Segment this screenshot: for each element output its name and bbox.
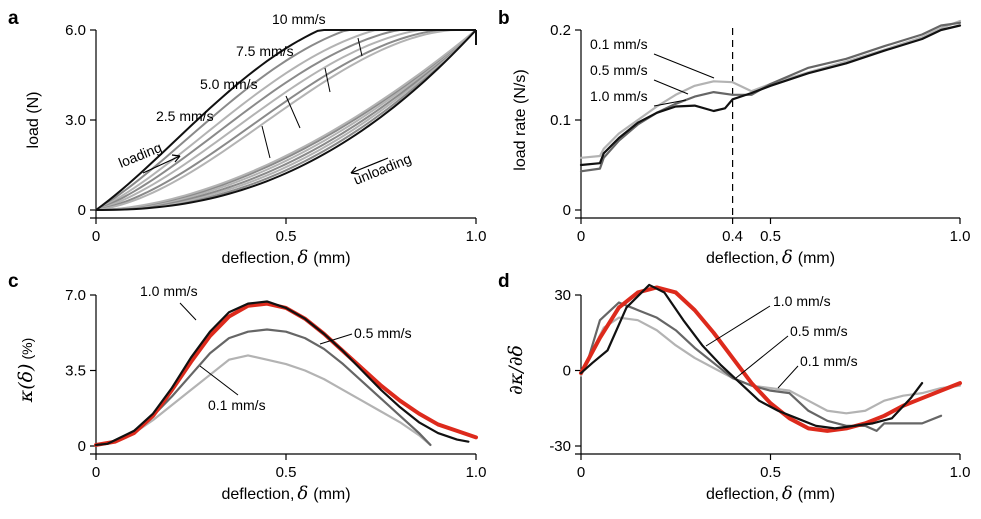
x-tick-label: 0.5: [760, 228, 781, 245]
annotation-leader: [285, 95, 301, 129]
axes-d: 0 0.5 1.0 -30 0 30 deflection, δ (mm) ∂κ/∂δ d: [498, 271, 970, 504]
y-tick-label: 0: [563, 202, 571, 219]
annotation-speed: 7.5 mm/s: [236, 43, 294, 59]
annotation-leader: [199, 365, 239, 396]
series-line-d-0-1-mm-s: [579, 316, 962, 415]
y-tick-label: 3.5: [65, 363, 86, 380]
y-tick-label: 0: [563, 363, 571, 380]
annotation-speed: 2.5 mm/s: [156, 108, 214, 124]
unloading-arrow-icon: [350, 157, 389, 174]
loading-curve-10mm: [95, 29, 476, 211]
panel-letter: c: [8, 271, 19, 292]
unloading-curve: [95, 29, 477, 211]
x-tick-label: 1.0: [466, 464, 487, 481]
x-axis-label: deflection, δ (mm): [221, 483, 350, 504]
annotation-speed: 10 mm/s: [272, 11, 326, 27]
annotation-leader: [261, 125, 271, 159]
annotation-speed: 0.1 mm/s: [208, 397, 266, 413]
y-tick-label: 0.2: [550, 22, 571, 39]
y-tick-label: 30: [554, 287, 571, 304]
x-tick-label: 0.5: [276, 228, 297, 245]
annotation-leader: [777, 365, 799, 389]
panel-letter: d: [498, 271, 510, 292]
annotation-leader: [735, 335, 789, 379]
x-tick-label: 0: [92, 464, 100, 481]
x-tick-label: 0: [577, 228, 585, 245]
unloading-curve-10mm: [95, 29, 477, 211]
annotation-leader: [324, 67, 331, 93]
annotation-speed: 1.0 mm/s: [140, 283, 198, 299]
loading-curve: [95, 29, 476, 211]
annotation-leader: [705, 305, 771, 347]
annotation-speed: 1.0 mm/s: [590, 88, 648, 104]
y-tick-label: 0.1: [550, 112, 571, 129]
axes-b: 0 0.4 0.5 1.0 0 0.1 0.2 deflection, δ (mm) load ra…: [498, 8, 970, 268]
y-axis-label: load (N): [25, 92, 42, 149]
annotation-leader: [357, 37, 363, 57]
panel-letter: b: [498, 8, 510, 29]
y-axis-label: ∂κ/∂δ: [505, 345, 527, 395]
x-tick-label: 0.4: [722, 228, 743, 245]
annotation-speed: 1.0 mm/s: [773, 293, 831, 309]
annotation-speed: 0.5 mm/s: [354, 325, 412, 341]
x-tick-label: 0: [92, 228, 100, 245]
x-axis-label: deflection, δ (mm): [221, 247, 350, 268]
annotation-leader: [653, 79, 689, 95]
panel-letter: a: [8, 8, 19, 29]
y-tick-label: 3.0: [65, 112, 86, 129]
x-tick-label: 0.5: [760, 464, 781, 481]
series-line-b-0-5-mm-s: [579, 21, 962, 173]
unloading-arrowhead-icon: [350, 166, 360, 175]
x-axis-label: deflection, δ (mm): [706, 247, 835, 268]
x-tick-label: 1.0: [466, 228, 487, 245]
annotation-leader: [653, 99, 687, 107]
y-tick-label: 0: [78, 202, 86, 219]
annotation-leader: [319, 333, 353, 345]
y-tick-label: 0: [78, 438, 86, 455]
series-line-c-fit: [94, 301, 478, 447]
annotation-speed: 0.5 mm/s: [590, 62, 648, 78]
y-axis-label: load rate (N/s): [512, 69, 529, 170]
loading-arrowhead-icon: [171, 154, 181, 163]
annotation-leader: [179, 302, 197, 321]
annotation-speed: 0.1 mm/s: [590, 36, 648, 52]
x-tick-label: 1.0: [950, 464, 971, 481]
y-tick-label: 6.0: [65, 22, 86, 39]
x-tick-label: 0: [577, 464, 585, 481]
axes-a: 0 0.5 1.0 0 3.0 6.0 deflection, δ (mm) load (N) a: [8, 8, 486, 268]
x-tick-label: 1.0: [950, 228, 971, 245]
y-tick-label: -30: [549, 438, 571, 455]
y-axis-label: κ(δ)(%): [15, 338, 37, 404]
y-tick-label: 7.0: [65, 287, 86, 304]
series-line-b-1-0-mm-s: [579, 24, 962, 167]
x-axis-label: deflection, δ (mm): [706, 483, 835, 504]
annotation-leader: [653, 53, 715, 79]
unloading-curve: [95, 29, 477, 211]
annotation-speed: 5.0 mm/s: [200, 76, 258, 92]
axes-c: 0 0.5 1.0 0 3.5 7.0 deflection, δ (mm) κ(δ)(%) c: [8, 271, 486, 504]
x-tick-label: 0.5: [276, 464, 297, 481]
annotation-speed: 0.1 mm/s: [800, 353, 858, 369]
series-line-c-0-1-mm-s: [94, 354, 432, 447]
annotation-speed: 0.5 mm/s: [790, 323, 848, 339]
loading-curve: [95, 29, 476, 211]
series-line-d-1-0-mm-s: [579, 283, 924, 430]
loading-curve: [95, 29, 476, 211]
loading-arrow-icon: [142, 155, 181, 174]
series-line-d-0-5-mm-s: [579, 301, 943, 432]
series-line-c-1-0-mm-s: [94, 300, 470, 447]
